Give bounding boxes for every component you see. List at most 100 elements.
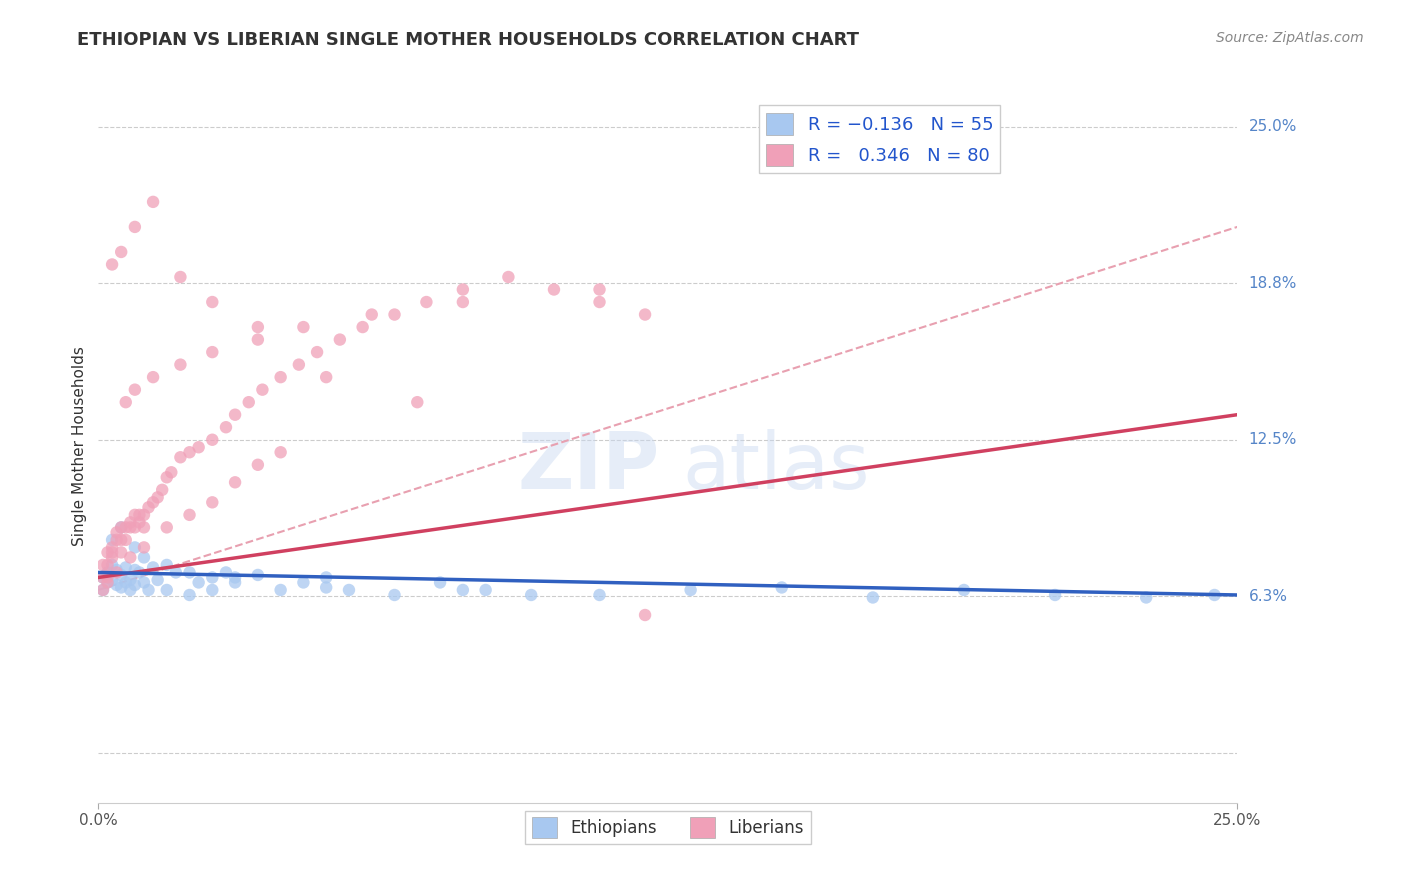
- Point: [105, 566, 128, 580]
- Point: [101, 545, 124, 559]
- Point: [588, 283, 610, 297]
- Point: [201, 295, 224, 310]
- Point: [101, 533, 124, 547]
- Point: [179, 588, 201, 602]
- Point: [429, 575, 451, 590]
- Point: [120, 573, 142, 587]
- Point: [588, 295, 610, 310]
- Point: [246, 320, 269, 334]
- Point: [238, 395, 260, 409]
- Point: [246, 333, 269, 347]
- Point: [96, 570, 118, 584]
- Point: [132, 575, 155, 590]
- Text: Source: ZipAtlas.com: Source: ZipAtlas.com: [1216, 31, 1364, 45]
- Point: [634, 607, 657, 622]
- Point: [124, 541, 146, 555]
- Point: [156, 558, 179, 572]
- Point: [114, 520, 136, 534]
- Point: [156, 582, 179, 597]
- Legend: Ethiopians, Liberians: Ethiopians, Liberians: [524, 811, 811, 845]
- Point: [132, 550, 155, 565]
- Point: [91, 558, 114, 572]
- Point: [215, 420, 238, 434]
- Point: [146, 491, 169, 505]
- Point: [179, 508, 201, 522]
- Point: [96, 545, 118, 559]
- Point: [101, 541, 124, 555]
- Point: [101, 550, 124, 565]
- Point: [124, 563, 146, 577]
- Point: [138, 582, 160, 597]
- Point: [146, 573, 169, 587]
- Point: [91, 570, 114, 584]
- Point: [201, 570, 224, 584]
- Point: [292, 575, 315, 590]
- Point: [187, 440, 209, 454]
- Point: [543, 283, 565, 297]
- Point: [498, 270, 520, 285]
- Point: [307, 345, 329, 359]
- Point: [128, 566, 150, 580]
- Point: [110, 545, 132, 559]
- Point: [128, 508, 150, 522]
- Point: [292, 320, 315, 334]
- Point: [114, 395, 136, 409]
- Point: [124, 578, 146, 592]
- Point: [520, 588, 543, 602]
- Point: [142, 495, 165, 509]
- Point: [138, 500, 160, 515]
- Point: [588, 588, 610, 602]
- Point: [132, 541, 155, 555]
- Y-axis label: Single Mother Households: Single Mother Households: [72, 346, 87, 546]
- Point: [101, 558, 124, 572]
- Point: [246, 458, 269, 472]
- Point: [179, 566, 201, 580]
- Point: [270, 445, 292, 459]
- Point: [132, 508, 155, 522]
- Point: [270, 370, 292, 384]
- Point: [201, 495, 224, 509]
- Point: [360, 308, 382, 322]
- Point: [451, 283, 474, 297]
- Point: [114, 533, 136, 547]
- Point: [288, 358, 311, 372]
- Point: [415, 295, 437, 310]
- Point: [124, 520, 146, 534]
- Point: [114, 575, 136, 590]
- Point: [160, 465, 183, 479]
- Text: ZIP: ZIP: [517, 429, 659, 506]
- Point: [156, 470, 179, 484]
- Point: [91, 582, 114, 597]
- Point: [679, 582, 702, 597]
- Point: [132, 520, 155, 534]
- Point: [953, 582, 976, 597]
- Point: [246, 568, 269, 582]
- Point: [406, 395, 429, 409]
- Point: [110, 581, 132, 595]
- Point: [187, 575, 209, 590]
- Point: [169, 450, 191, 465]
- Point: [224, 575, 246, 590]
- Point: [105, 525, 128, 540]
- Point: [96, 566, 118, 580]
- Point: [156, 520, 179, 534]
- Point: [770, 581, 793, 595]
- Point: [315, 581, 337, 595]
- Point: [474, 582, 496, 597]
- Point: [315, 370, 337, 384]
- Point: [96, 558, 118, 572]
- Point: [110, 244, 132, 259]
- Point: [105, 563, 128, 577]
- Point: [862, 591, 884, 605]
- Point: [1043, 588, 1066, 602]
- Point: [169, 358, 191, 372]
- Point: [201, 582, 224, 597]
- Text: 6.3%: 6.3%: [1249, 589, 1288, 604]
- Point: [120, 516, 142, 530]
- Point: [142, 194, 165, 209]
- Point: [1204, 588, 1226, 602]
- Point: [105, 533, 128, 547]
- Point: [224, 570, 246, 584]
- Point: [91, 582, 114, 597]
- Point: [1135, 591, 1157, 605]
